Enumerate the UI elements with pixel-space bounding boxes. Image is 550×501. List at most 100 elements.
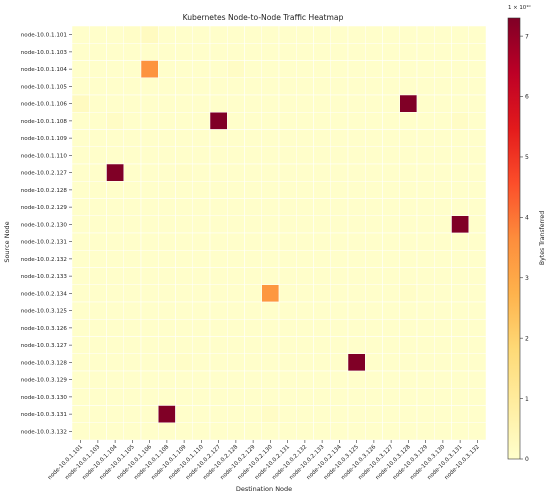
heatmap-cell <box>296 163 314 182</box>
heatmap-cell <box>296 336 314 354</box>
heatmap-cell <box>296 25 314 44</box>
heatmap-cell <box>382 267 400 285</box>
heatmap-cell <box>158 388 176 406</box>
heatmap-cell <box>278 112 297 130</box>
heatmap-cell <box>347 77 366 96</box>
heatmap-cell <box>434 94 452 113</box>
colorbar: 0 1 2 3 4 5 6 7 1 × 10¹⁰ Bytes Transferred <box>507 4 546 463</box>
heatmap-cell <box>278 336 297 354</box>
heatmap-cell <box>158 129 176 147</box>
heatmap-cell <box>192 146 211 165</box>
heatmap-cell <box>89 77 107 96</box>
heatmap-cell <box>192 336 211 354</box>
heatmap-cell <box>175 94 193 113</box>
heatmap-cell <box>416 405 435 423</box>
heatmap-cell <box>261 370 280 389</box>
heatmap-cell <box>451 181 469 199</box>
heatmap-cell <box>365 353 383 372</box>
heatmap-cell <box>209 422 228 441</box>
heatmap-cell <box>382 388 400 406</box>
heatmap-cell <box>313 301 331 320</box>
heatmap-cell <box>296 232 314 251</box>
heatmap-cell <box>106 215 124 234</box>
heatmap-cell <box>399 319 418 337</box>
heatmap-cell <box>278 232 297 251</box>
heatmap-cell <box>434 232 452 251</box>
heatmap-cell <box>175 232 193 251</box>
y-tick-label: node-10.0.3.131 <box>21 412 68 418</box>
heatmap-cell <box>158 267 176 285</box>
heatmap-cell <box>123 94 142 113</box>
colorbar-tick-label: 2 <box>525 335 529 342</box>
heatmap-cell <box>175 250 193 268</box>
heatmap-cell <box>227 181 245 199</box>
heatmap-cell <box>313 422 331 441</box>
heatmap-cell <box>106 353 124 372</box>
heatmap-cell <box>347 112 366 130</box>
heatmap-cell <box>123 129 142 147</box>
heatmap-cell <box>347 370 366 389</box>
heatmap-cell <box>434 388 452 406</box>
heatmap-cell <box>365 422 383 441</box>
heatmap-cell <box>71 250 90 268</box>
heatmap-cell <box>365 129 383 147</box>
heatmap-cell <box>278 250 297 268</box>
heatmap-cell <box>451 336 469 354</box>
heatmap-cell <box>192 388 211 406</box>
heatmap-cell <box>330 94 349 113</box>
heatmap-cell <box>71 232 90 251</box>
heatmap-cell <box>209 232 228 251</box>
heatmap-cell <box>313 198 331 216</box>
heatmap-cell <box>227 129 245 147</box>
heatmap-cell <box>468 146 487 165</box>
heatmap-cell <box>175 181 193 199</box>
heatmap-cell <box>365 60 383 78</box>
heatmap-cell <box>468 336 487 354</box>
heatmap-cell <box>123 353 142 372</box>
heatmap-cell <box>330 405 349 423</box>
heatmap-cell <box>71 336 90 354</box>
heatmap-cell <box>347 336 366 354</box>
heatmap-cell <box>382 353 400 372</box>
heatmap-cell <box>451 25 469 44</box>
heatmap-cell <box>296 267 314 285</box>
heatmap-cell <box>123 60 142 78</box>
heatmap-cell <box>416 112 435 130</box>
heatmap-cell <box>451 198 469 216</box>
heatmap-cell <box>209 388 228 406</box>
heatmap-cell <box>71 267 90 285</box>
heatmap-cell <box>313 284 331 303</box>
heatmap-cell <box>158 43 176 61</box>
heatmap-cell <box>106 232 124 251</box>
heatmap-cell <box>434 319 452 337</box>
heatmap-cell <box>382 215 400 234</box>
heatmap-cell <box>192 405 211 423</box>
heatmap-cell <box>468 405 487 423</box>
chart-title: Kubernetes Node-to-Node Traffic Heatmap <box>183 13 344 22</box>
heatmap-cell <box>451 388 469 406</box>
y-tick-labels: node-10.0.1.101 node-10.0.1.103 node-10.0.… <box>21 33 72 435</box>
heatmap-cell <box>382 43 400 61</box>
heatmap-cell <box>313 43 331 61</box>
heatmap-cell <box>209 284 228 303</box>
y-tick-label: node-10.0.3.129 <box>21 378 68 384</box>
heatmap-cell <box>416 422 435 441</box>
heatmap-cell <box>71 388 90 406</box>
heatmap-cell <box>468 267 487 285</box>
heatmap-cell <box>330 267 349 285</box>
heatmap-cell <box>330 370 349 389</box>
heatmap-cell <box>330 284 349 303</box>
heatmap-cell <box>399 198 418 216</box>
heatmap-cell <box>175 405 193 423</box>
heatmap-cell <box>227 112 245 130</box>
heatmap-cell <box>399 232 418 251</box>
heatmap-cell <box>192 319 211 337</box>
heatmap-cell <box>106 405 124 423</box>
heatmap-cell <box>296 284 314 303</box>
heatmap-cell <box>71 215 90 234</box>
heatmap-cell <box>106 43 124 61</box>
heatmap-cell <box>468 284 487 303</box>
heatmap-cell <box>175 77 193 96</box>
heatmap-cell <box>416 370 435 389</box>
heatmap-cell <box>451 319 469 337</box>
